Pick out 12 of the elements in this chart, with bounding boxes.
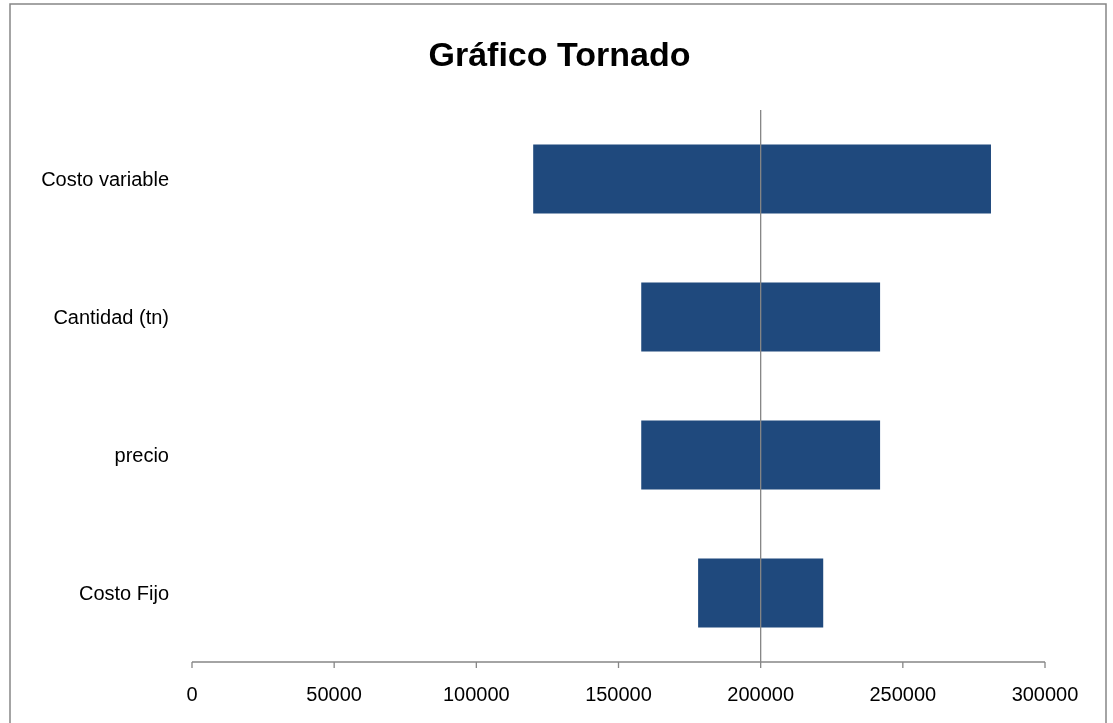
y-tick-label: Costo variable	[41, 168, 169, 190]
chart-title: Gráfico Tornado	[428, 35, 691, 73]
x-tick-label: 200000	[727, 683, 795, 705]
x-tick-label: 100000	[442, 683, 510, 705]
x-tick-label: 50000	[306, 683, 362, 705]
x-tick-label: 250000	[869, 683, 937, 705]
x-tick-label: 0	[186, 683, 198, 705]
y-tick-label: Costo Fijo	[78, 582, 169, 604]
y-tick-label: Cantidad (tn)	[53, 306, 169, 328]
x-tick-label: 300000	[1011, 683, 1079, 705]
y-tick-label: precio	[114, 444, 169, 466]
x-tick-label: 150000	[585, 683, 652, 705]
